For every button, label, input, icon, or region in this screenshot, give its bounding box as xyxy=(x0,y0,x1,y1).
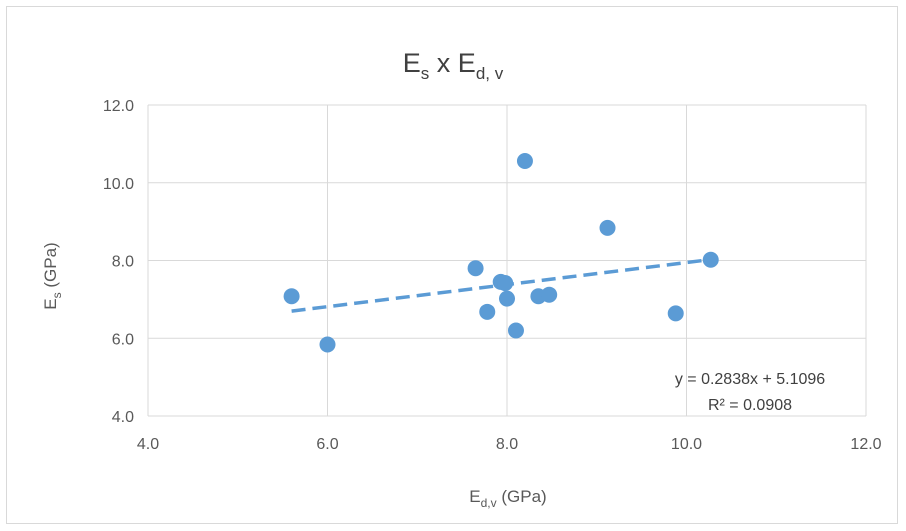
data-point xyxy=(319,336,336,353)
data-point xyxy=(516,152,533,169)
gridlines xyxy=(147,104,867,417)
data-point xyxy=(283,288,300,305)
data-point xyxy=(541,286,558,303)
y-tick-label: 12.0 xyxy=(103,98,134,115)
x-tick-label: 4.0 xyxy=(137,436,159,453)
x-axis-title: Ed,v (GPa) xyxy=(469,487,546,510)
y-tick-label: 10.0 xyxy=(103,176,134,193)
data-point xyxy=(499,290,515,307)
x-tick-label: 6.0 xyxy=(316,436,338,453)
trendline-equation: y = 0.2838x + 5.1096 xyxy=(675,371,825,388)
x-tick-label: 12.0 xyxy=(850,436,881,453)
data-points xyxy=(283,152,719,353)
data-point xyxy=(507,322,524,339)
data-point xyxy=(599,219,616,236)
data-point xyxy=(702,251,719,268)
data-point xyxy=(497,275,514,292)
y-tick-label: 4.0 xyxy=(112,409,134,426)
tick-labels: 4.0 6.0 8.0 10.0 12.0 4.0 6.0 8.0 10.0 12.0 xyxy=(103,98,882,453)
y-tick-label: 8.0 xyxy=(112,254,134,271)
chart-area xyxy=(6,6,898,524)
y-tick-label: 6.0 xyxy=(112,331,134,348)
data-point xyxy=(467,260,484,277)
chart-title: Es x Ed, v xyxy=(403,48,504,83)
x-tick-label: 10.0 xyxy=(671,436,702,453)
y-axis-title: Es (GPa) xyxy=(41,242,64,309)
x-tick-label: 8.0 xyxy=(496,436,518,453)
data-point xyxy=(667,305,684,322)
data-point xyxy=(479,303,496,320)
trendline-r-squared: R² = 0.0908 xyxy=(708,397,792,414)
